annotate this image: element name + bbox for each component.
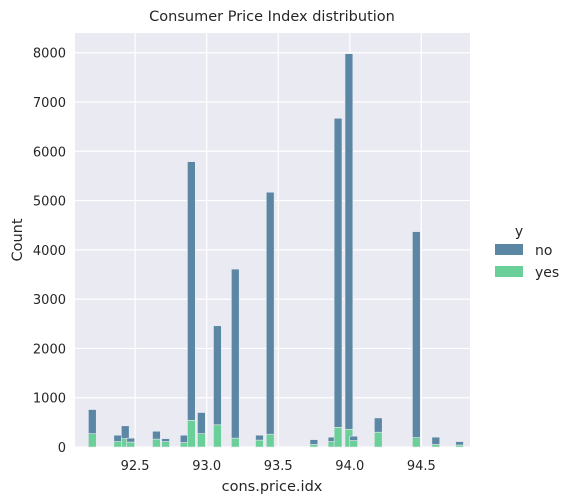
bar-no — [265, 191, 275, 435]
y-tick-label: 6000 — [33, 145, 66, 160]
bar-yes — [265, 433, 275, 448]
legend: y no yes — [495, 224, 559, 281]
bar-no — [412, 231, 421, 438]
bar-no — [231, 268, 240, 439]
y-tick-label: 7000 — [33, 96, 66, 111]
x-axis-label: cons.price.idx — [222, 479, 323, 495]
bar-yes — [88, 433, 97, 448]
bar-no — [88, 409, 97, 434]
histogram-bars — [88, 53, 464, 448]
bar-no — [344, 53, 354, 430]
bar-no — [197, 412, 206, 434]
bar-no — [161, 438, 170, 442]
bar-yes — [113, 441, 123, 448]
y-axis-label: Count — [10, 218, 26, 261]
bar-yes — [152, 438, 161, 448]
y-tick-label: 4000 — [33, 244, 66, 259]
bar-no — [179, 434, 189, 443]
bar-yes — [126, 441, 135, 448]
y-tick-label: 3000 — [33, 293, 66, 308]
bar-no — [333, 117, 343, 428]
bar-no — [309, 439, 319, 445]
bar-no — [126, 437, 135, 443]
bar-no — [349, 435, 358, 441]
bar-no — [120, 425, 130, 439]
x-tick-label: 94.5 — [407, 459, 436, 474]
bar-no — [255, 434, 264, 441]
bar-yes — [187, 420, 196, 448]
bar-yes — [197, 433, 206, 448]
y-tick-label: 2000 — [33, 342, 66, 357]
bar-no — [431, 436, 441, 445]
x-tick-label: 92.5 — [121, 459, 150, 474]
bar-yes — [213, 424, 222, 448]
bar-yes — [431, 444, 441, 448]
chart-title: Consumer Price Index distribution — [149, 9, 395, 25]
x-tick-labels: 92.5 93.0 93.5 94.0 94.5 — [121, 459, 436, 474]
bar-no — [113, 434, 123, 442]
y-tick-label: 1000 — [33, 392, 66, 407]
bar-no — [213, 325, 222, 426]
bar-yes — [333, 426, 343, 448]
legend-title: y — [515, 224, 523, 240]
y-tick-label: 8000 — [33, 47, 66, 62]
bar-yes — [255, 439, 264, 448]
bar-yes — [412, 437, 421, 448]
bar-no — [374, 417, 383, 433]
y-tick-label: 5000 — [33, 195, 66, 210]
x-tick-label: 94.0 — [335, 459, 364, 474]
y-tick-labels: 0 1000 2000 3000 4000 5000 6000 7000 8000 — [33, 47, 66, 456]
legend-swatch-no — [495, 244, 523, 255]
bar-yes — [374, 431, 383, 448]
legend-label-yes: yes — [535, 265, 559, 281]
bar-yes — [179, 442, 189, 448]
y-tick-label: 0 — [58, 441, 66, 456]
bar-yes — [231, 437, 240, 448]
bar-yes — [161, 441, 170, 448]
legend-label-no: no — [535, 243, 552, 259]
bar-yes — [349, 440, 358, 448]
x-tick-label: 93.0 — [192, 459, 221, 474]
legend-swatch-yes — [495, 266, 523, 277]
bar-no — [152, 430, 161, 440]
x-tick-label: 93.5 — [264, 459, 293, 474]
bar-yes — [309, 444, 319, 448]
bar-no — [187, 161, 196, 421]
bar-no — [455, 441, 464, 446]
